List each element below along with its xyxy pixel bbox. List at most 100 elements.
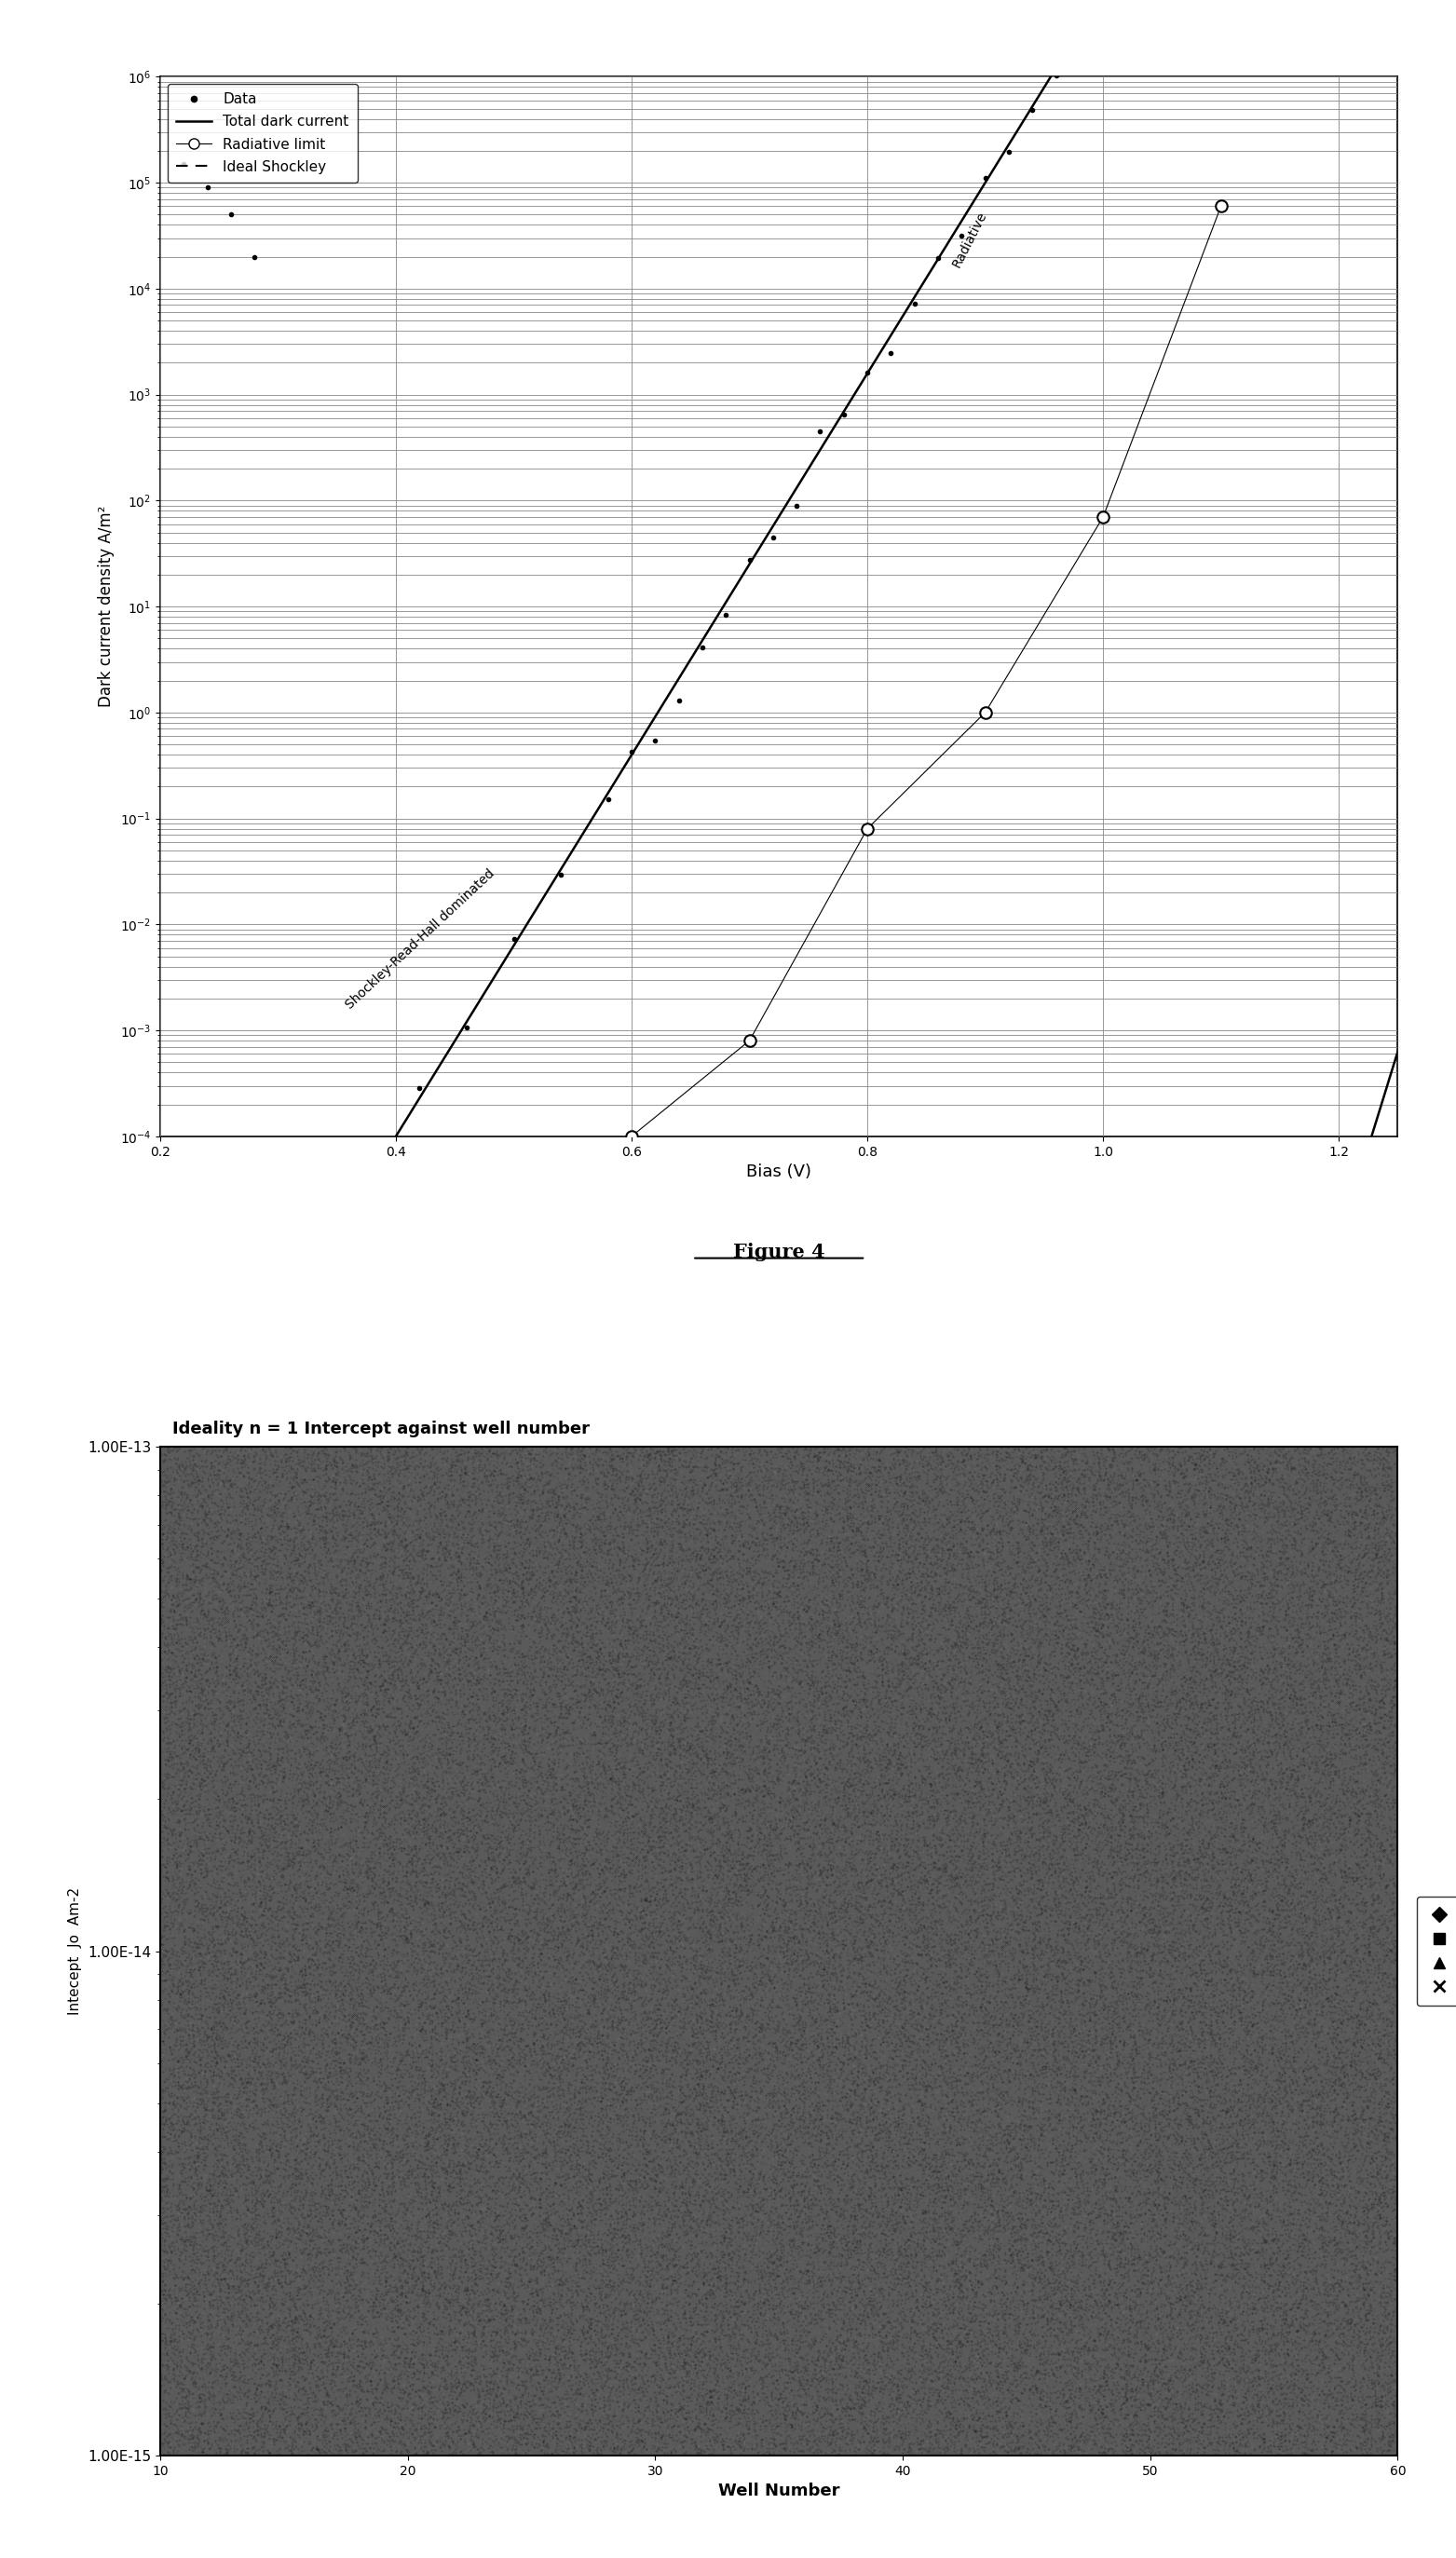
Point (518, 2138, 542, 2179)
Point (744, 1517, 767, 1558)
Point (555, 1486, 578, 1527)
Point (693, 2108, 716, 2149)
Point (922, 1530, 945, 1571)
Point (795, 2215, 818, 2256)
Point (815, 2292, 839, 2333)
Point (215, 2356, 239, 2397)
Point (1233, 1962, 1257, 2003)
Point (761, 1893, 785, 1934)
Point (1372, 1445, 1395, 1486)
Point (778, 1947, 801, 1988)
Point (811, 1947, 834, 1988)
Point (978, 2144, 1002, 2185)
Point (1021, 1486, 1044, 1527)
Point (585, 2305, 609, 2346)
Point (1179, 1719, 1203, 1760)
Point (875, 1962, 898, 2003)
Point (342, 2361, 365, 2402)
Point (1076, 2259, 1099, 2300)
Point (1124, 1988, 1147, 2028)
Point (990, 1637, 1013, 1678)
Point (703, 2300, 727, 2341)
Point (1101, 2433, 1124, 2474)
Point (713, 2100, 737, 2141)
Point (562, 2433, 585, 2474)
Point (425, 1471, 448, 1512)
Point (1125, 1931, 1149, 1972)
Point (243, 1438, 266, 1479)
Point (785, 1632, 808, 1673)
Point (1249, 2044, 1273, 2085)
Point (194, 2052, 217, 2092)
Point (191, 2433, 214, 2474)
Point (447, 2323, 470, 2364)
Point (593, 1499, 616, 1540)
Point (495, 2192, 518, 2233)
Point (687, 2415, 711, 2456)
Point (999, 1811, 1022, 1852)
Point (339, 1737, 363, 1778)
Point (1128, 2154, 1152, 2195)
Point (1322, 1427, 1345, 1468)
Point (702, 2420, 725, 2461)
Point (1360, 2341, 1383, 2381)
Point (1024, 1578, 1047, 1619)
Point (1179, 1893, 1203, 1934)
Point (1236, 2412, 1259, 2453)
Point (464, 1594, 488, 1635)
Point (1166, 1903, 1190, 1944)
Point (547, 1461, 571, 1502)
Point (689, 1765, 712, 1806)
Point (1326, 2046, 1350, 2087)
Point (281, 2292, 304, 2333)
Point (782, 1509, 805, 1550)
Point (609, 1435, 632, 1476)
Point (536, 1479, 559, 1519)
Point (1382, 1670, 1405, 1711)
Point (960, 2341, 983, 2381)
Point (648, 1793, 671, 1834)
Point (887, 1837, 910, 1878)
Point (1287, 2392, 1310, 2433)
Point (284, 1719, 307, 1760)
Point (1134, 1494, 1158, 1535)
Point (472, 1647, 495, 1688)
Point (1111, 1801, 1134, 1842)
Point (207, 1704, 230, 1745)
Point (443, 2182, 466, 2223)
Point (416, 2328, 440, 2369)
Point (342, 2082, 365, 2123)
Point (261, 1747, 284, 1788)
Point (856, 1947, 879, 1988)
Point (293, 2046, 316, 2087)
Point (943, 1770, 967, 1811)
Point (287, 2000, 310, 2041)
Point (1241, 1484, 1264, 1525)
Point (1060, 2190, 1083, 2231)
Point (973, 1706, 996, 1747)
Point (575, 1435, 598, 1476)
Point (837, 2433, 860, 2474)
Point (165, 1842, 188, 1883)
Point (976, 1993, 999, 2034)
Point (575, 2208, 598, 2248)
Point (798, 1739, 821, 1780)
Point (151, 2256, 175, 2297)
Point (579, 1980, 603, 2021)
Point (716, 2080, 740, 2121)
Point (396, 2115, 419, 2156)
Point (1213, 1673, 1236, 1714)
Point (1277, 2420, 1300, 2461)
Point (673, 1936, 696, 1977)
Point (261, 1494, 284, 1535)
Point (751, 1957, 775, 1998)
Point (760, 1908, 783, 1949)
Point (584, 1824, 607, 1865)
Point (358, 2218, 381, 2259)
Point (938, 1939, 961, 1980)
Point (181, 2205, 204, 2246)
Point (996, 1862, 1019, 1903)
Point (1016, 1432, 1040, 1473)
Point (1085, 2126, 1108, 2167)
Point (1075, 2092, 1098, 2133)
